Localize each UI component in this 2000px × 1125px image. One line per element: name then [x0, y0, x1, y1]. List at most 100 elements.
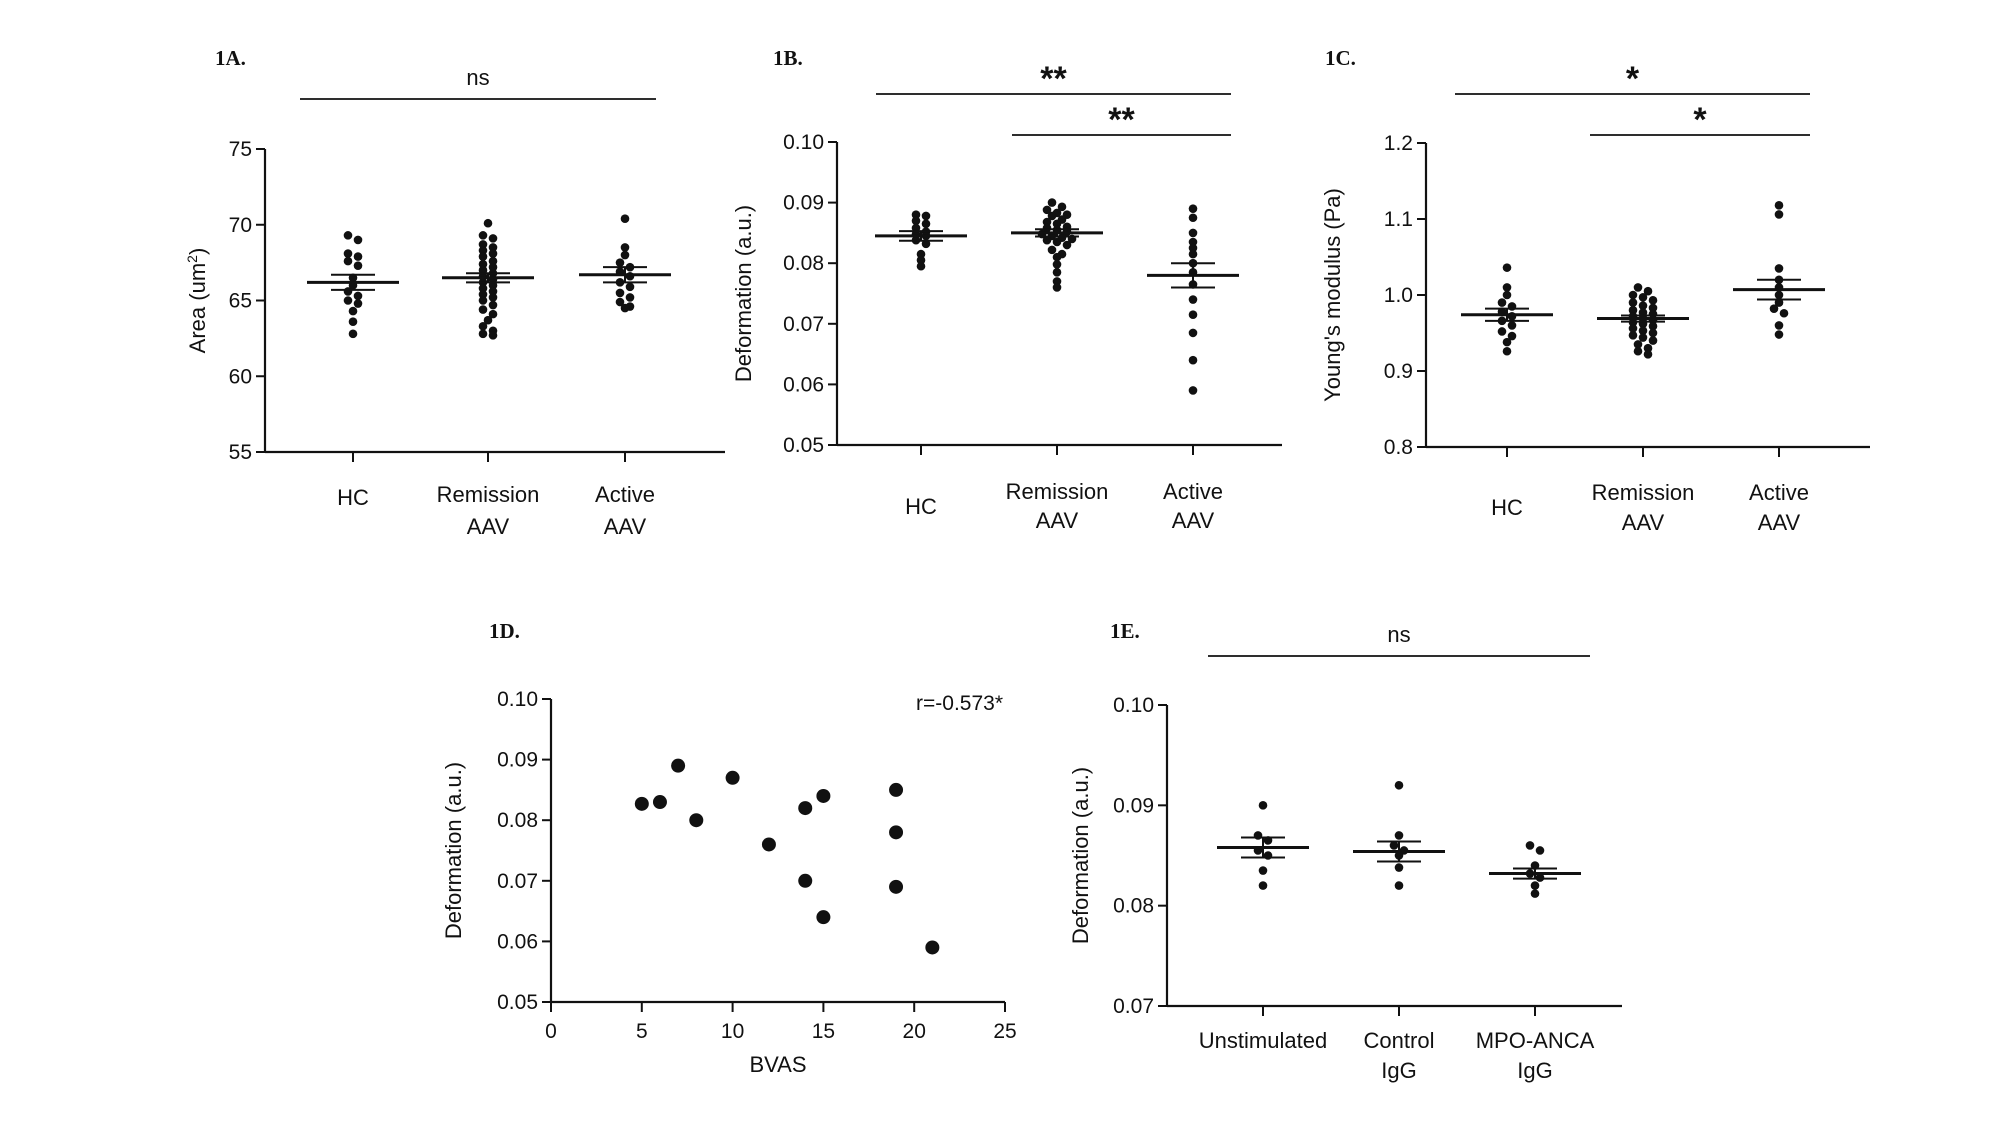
data-point: [916, 261, 926, 271]
y-tick-label: 0.9: [1384, 360, 1413, 383]
data-point: [1638, 292, 1648, 302]
data-point: [1188, 355, 1198, 365]
data-point: [1047, 211, 1057, 221]
y-tick-label: 0.8: [1384, 436, 1413, 459]
data-point: [1057, 202, 1067, 212]
data-point: [348, 317, 358, 327]
x-tick-label: 20: [903, 1020, 926, 1043]
data-point: [1188, 249, 1198, 259]
data-point: [478, 259, 488, 269]
y-tick-label: 0.10: [783, 131, 824, 154]
data-point: [798, 801, 813, 816]
significance-label: **: [1040, 60, 1067, 98]
data-point: [671, 758, 686, 773]
data-point: [615, 297, 625, 307]
panel-1e: 1E. 0.07 0.08 0.09 0.10 Deformation (a.u.) Uns…: [1068, 619, 1622, 1083]
data-group-active-aav: [1733, 201, 1825, 339]
data-point: [689, 813, 704, 828]
y-tick-label: 1.1: [1384, 208, 1413, 231]
data-point: [1497, 298, 1507, 307]
data-group-active-aav: [1147, 204, 1239, 395]
data-point: [1648, 336, 1658, 345]
x-tick-label: 15: [812, 1020, 835, 1043]
panel-label: 1B.: [773, 46, 803, 70]
y-tick-label: 55: [229, 441, 252, 464]
data-point: [1502, 290, 1512, 300]
data-point: [625, 293, 635, 302]
x-category-label: Active: [595, 482, 655, 507]
data-point: [615, 288, 625, 298]
data-point: [1774, 210, 1784, 219]
y-tick-label: 65: [229, 290, 252, 313]
data-point: [478, 329, 488, 339]
data-point: [1052, 237, 1062, 247]
data-point: [816, 910, 831, 925]
data-point: [1052, 267, 1062, 277]
panel-1d: 1D. 0.05 0.06 0.07 0.08 0.09 0.10 0 5 10 15 20 25 Def…: [441, 619, 1017, 1077]
significance-label: *: [1693, 101, 1707, 139]
data-point: [1258, 866, 1268, 875]
x-tick-label: 0: [545, 1020, 557, 1043]
data-point: [1263, 851, 1273, 860]
x-category-label: Remission: [1592, 480, 1695, 505]
correlation-annotation: r=-0.573*: [916, 692, 1003, 715]
data-point: [916, 255, 926, 265]
data-point: [1628, 330, 1638, 340]
panel-1a: 1A. 55 60 65 70 75 Area (um2) HC Remission AAV Act…: [184, 46, 725, 539]
data-point: [1648, 321, 1658, 331]
x-category-label: Control: [1364, 1028, 1435, 1053]
data-point: [1507, 331, 1517, 341]
data-point: [921, 219, 931, 229]
data-point: [488, 309, 498, 319]
data-point: [1643, 343, 1653, 353]
data-point: [343, 249, 353, 258]
x-category-label: Remission: [1006, 479, 1109, 504]
y-axis-label: Deformation (a.u.): [731, 205, 756, 382]
panel-1c: 1C. 0.8 0.9 1.0 1.1 1.2 Young's modulus (Pa) HC…: [1320, 46, 1870, 535]
data-group-mpo-anca-igg: [1489, 841, 1581, 898]
data-point: [620, 303, 630, 313]
data-point: [916, 249, 926, 259]
y-tick-label: 0.07: [1113, 995, 1154, 1018]
x-category-label: Remission: [437, 482, 540, 507]
y-tick-label: 0.06: [783, 373, 824, 396]
x-category-label: AAV: [467, 514, 510, 539]
data-point: [1628, 298, 1638, 307]
y-tick-label: 0.08: [783, 252, 824, 275]
data-point: [1502, 337, 1512, 347]
data-point: [1188, 237, 1198, 247]
x-category-label: IgG: [1517, 1058, 1552, 1083]
data-group-remission-aav: [442, 218, 534, 340]
panel-label: 1A.: [215, 46, 246, 70]
panel-label: 1C.: [1325, 46, 1356, 70]
y-axis-label: Deformation (a.u.): [441, 762, 466, 939]
x-category-label: IgG: [1381, 1058, 1416, 1083]
data-point: [911, 210, 921, 220]
data-group-unstimulated: [1217, 801, 1309, 890]
data-group-active-aav: [579, 214, 671, 313]
data-point: [761, 837, 776, 852]
data-point: [1525, 841, 1535, 850]
data-point: [488, 300, 498, 310]
x-tick-label: 10: [721, 1020, 744, 1043]
y-tick-label: 0.10: [1113, 694, 1154, 717]
data-point: [1047, 198, 1057, 207]
data-point: [1042, 205, 1052, 215]
data-point: [1188, 204, 1198, 213]
data-point: [1042, 235, 1052, 245]
data-point: [488, 256, 498, 266]
x-category-label: AAV: [1172, 508, 1215, 533]
data-point: [353, 252, 363, 261]
data-point: [348, 329, 358, 339]
significance-label: **: [1108, 101, 1135, 139]
data-point: [1188, 243, 1198, 253]
data-point: [1643, 349, 1653, 359]
panel-1b: 1B. 0.05 0.06 0.07 0.08 0.09 0.10 Deformation (…: [731, 46, 1282, 533]
y-tick-label: 0.09: [1113, 794, 1154, 817]
x-category-label: AAV: [604, 514, 647, 539]
data-point: [889, 825, 904, 840]
y-tick-label: 0.07: [497, 870, 538, 893]
data-point: [1047, 245, 1057, 255]
data-point: [478, 305, 488, 314]
data-point: [1638, 333, 1648, 342]
